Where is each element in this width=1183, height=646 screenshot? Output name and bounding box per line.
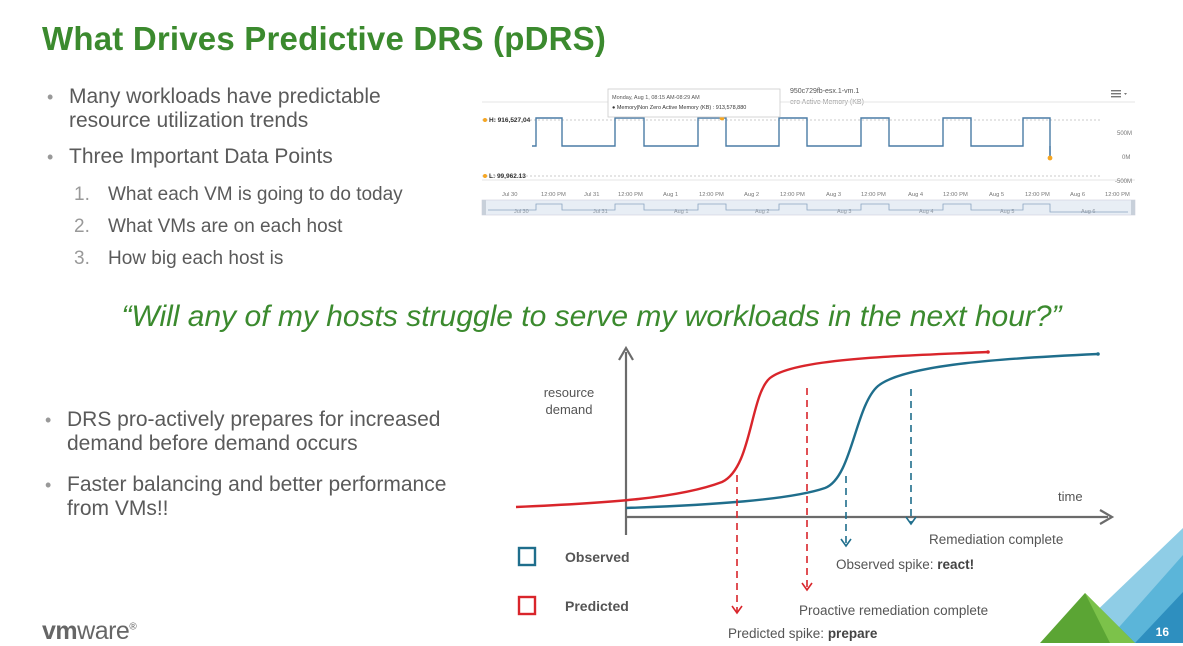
x-tick: 12:00 PM [541,192,566,198]
y-tick: 0M [1122,155,1130,161]
svg-text:Predicted: Predicted [565,598,629,614]
bullet-item: • DRS pro-actively prepares for increased… [45,408,441,455]
data-tooltip: Monday, Aug 1, 08:15 AM-08:29 AM ● Memor… [607,88,781,118]
nav-tick: Aug 6 [1081,209,1095,215]
observed-curve [625,352,1099,510]
x-axis-label: time [1058,489,1083,504]
x-tick: Jul 30 [502,192,517,198]
bullet-dot-icon: • [45,475,52,495]
x-tick: 12:00 PM [780,192,805,198]
nav-tick: Aug 1 [674,209,688,215]
page-number: 16 [1155,625,1169,639]
nav-tick: Aug 2 [755,209,769,215]
legend-predicted: Predicted [517,595,629,616]
bullet-item: • Faster balancing and better performance… [45,473,447,520]
y-axis-label-line1: resource [544,385,595,400]
sub-point: 3. How big each host is [74,248,284,269]
range-navigator[interactable]: Jul 30 Jul 31 Aug 1 Aug 2 Aug 3 Aug 4 Au… [481,199,1136,216]
x-tick: 12:00 PM [1025,192,1050,198]
x-tick: 12:00 PM [943,192,968,198]
nav-tick: Jul 30 [514,209,529,215]
x-tick: Aug 5 [989,192,1004,198]
memory-series-line [532,117,1051,158]
legend-observed: Observed [517,546,630,567]
corner-triangles-decoration [1040,528,1183,643]
nav-tick: Aug 4 [919,209,933,215]
x-tick: Aug 2 [744,192,759,198]
remediation-complete-label: Remediation complete [929,532,1063,547]
memory-usage-screenshot: 950c729fb-esx.1-vm.1 ero Active Memory (… [480,84,1140,220]
svg-text:● Memory|Non Zero Active Memor: ● Memory|Non Zero Active Memory (KB) : 9… [612,105,746,111]
predicted-spike-marker [731,475,743,615]
bullet-item: • Three Important Data Points [47,145,333,168]
x-tick: Aug 4 [908,192,924,198]
x-tick: Aug 1 [663,192,678,198]
hamburger-menu-icon[interactable] [1111,90,1127,98]
predicted-curve [515,350,989,509]
predicted-swatch-icon [517,595,537,616]
chart-title: 950c729fb-esx.1-vm.1 [790,88,859,95]
bullet-dot-icon: • [47,147,54,167]
y-tick: 500M [1117,131,1132,137]
bullet-dot-icon: • [45,410,52,430]
slide-title: What Drives Predictive DRS (pDRS) [42,20,607,57]
sub-point: 1. What each VM is going to do today [74,184,403,205]
x-tick: 12:00 PM [699,192,724,198]
x-tick: 12:00 PM [1105,192,1130,198]
nav-tick: Aug 3 [837,209,851,215]
nav-tick: Aug 5 [1000,209,1014,215]
sub-point: 2. What VMs are on each host [74,216,343,237]
x-tick: 12:00 PM [861,192,886,198]
observed-swatch-icon [517,546,537,567]
svg-text:Monday, Aug 1, 08:15 AM-08:29: Monday, Aug 1, 08:15 AM-08:29 AM [612,95,700,101]
low-value-label: L: 99,962.13 [489,173,526,180]
y-tick: -500M [1115,179,1132,185]
vmware-logo: vmware® [42,617,137,645]
x-tick: Aug 3 [826,192,841,198]
bottom-bullet-list: • DRS pro-actively prepares for increased… [45,408,487,538]
nav-tick: Jul 31 [593,209,608,215]
y-axis-arrow-icon [618,345,634,361]
x-tick: Aug 6 [1070,192,1085,198]
proactive-remediation-label: Proactive remediation complete [799,603,988,618]
x-axis-arrow-icon [1099,509,1115,525]
proactive-remediation-marker [801,388,813,592]
bullet-item: • Many workloads have predictable resourc… [47,85,381,132]
predicted-spike-label: Predicted spike: prepare [728,626,878,641]
data-points-list: 1. What each VM is going to do today 2. Wh… [74,184,403,280]
x-tick: 12:00 PM [618,192,643,198]
x-tick: Jul 31 [584,192,599,198]
y-axis-label-line2: demand [546,402,593,417]
high-value-label: H: 916,527,04 [489,117,531,124]
remediation-complete-marker [905,389,917,526]
bullet-dot-icon: • [47,87,54,107]
key-question-quote: “Will any of my hosts struggle to serve … [121,300,1062,333]
observed-spike-marker [840,476,852,548]
observed-spike-label: Observed spike: react! [836,557,974,572]
top-bullet-list: • Many workloads have predictable resourc… [47,85,459,181]
svg-text:Observed: Observed [565,549,630,565]
